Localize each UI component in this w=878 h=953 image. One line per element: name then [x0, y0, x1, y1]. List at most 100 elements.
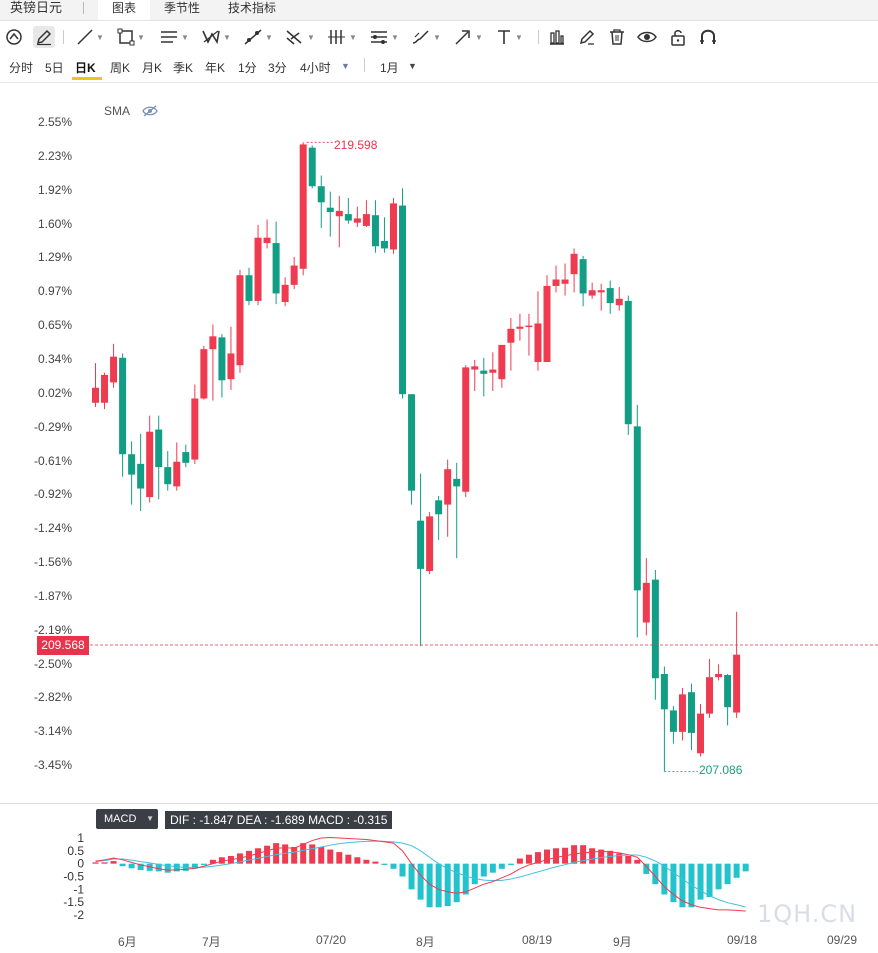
candle — [444, 459, 452, 537]
candle-body — [164, 467, 172, 485]
period-more-dropdown[interactable]: ▼ — [341, 61, 350, 71]
macd-bar — [345, 854, 352, 864]
y-tick-label: -2.19% — [33, 622, 72, 637]
candle — [371, 200, 379, 253]
parallel-channel-icon[interactable]: ▼ — [161, 31, 189, 43]
macd-bar — [516, 858, 523, 864]
range-select[interactable]: 1月 — [380, 61, 399, 75]
macd-bar — [110, 861, 117, 864]
period-quarterly[interactable]: 季K — [173, 61, 194, 75]
macd-bar — [652, 863, 659, 885]
candle-body — [191, 398, 199, 460]
text-icon[interactable]: ▼ — [495, 26, 523, 48]
period-tick[interactable]: 分时 — [9, 61, 34, 75]
candle-body — [706, 677, 714, 714]
candle — [453, 462, 461, 559]
period-bar: 分时 5日 日K 周K 月K 季K 年K 1分 3分 4小时 ▼ 1月 ▼ — [0, 52, 878, 83]
macd-bar — [571, 845, 578, 864]
rectangle-icon[interactable]: ▼ — [117, 26, 145, 48]
macd-selector[interactable]: MACD ▼ — [96, 809, 158, 829]
trash-icon[interactable] — [608, 26, 626, 48]
pencil-icon[interactable] — [33, 26, 55, 48]
range-dropdown-arrow[interactable]: ▼ — [408, 61, 417, 71]
candle-body — [371, 215, 379, 247]
macd-y-tick: 1 — [77, 831, 84, 845]
current-price-tag: 209.568 — [37, 636, 89, 655]
period-daily[interactable]: 日K — [75, 61, 96, 75]
top-tab-bar: 英镑日元 图表 季节性 技术指标 — [0, 0, 878, 21]
candle — [633, 404, 641, 638]
pattern-icon[interactable]: ▼ — [201, 26, 231, 48]
macd-bar — [453, 863, 460, 903]
candle-body — [507, 328, 515, 343]
edit-icon[interactable] — [578, 26, 596, 48]
period-3min[interactable]: 3分 — [268, 61, 287, 75]
candle — [678, 687, 686, 741]
drawing-toolbar: ▼ ▼ ▼ ▼ ▼ ▼ ▼ ▼ ▼ ▼ ▼ — [0, 24, 878, 50]
y-tick-label: -3.14% — [33, 724, 72, 739]
candle-body — [733, 654, 741, 713]
macd-bar — [534, 852, 541, 864]
macd-bar — [525, 854, 532, 864]
period-monthly[interactable]: 月K — [142, 61, 163, 75]
tab-chart[interactable]: 图表 — [98, 0, 151, 20]
candle-body — [110, 356, 118, 383]
hide-eye-icon[interactable] — [142, 105, 158, 117]
candle-body — [534, 323, 542, 363]
candle-body — [561, 279, 569, 284]
macd-values: DIF : -1.847 DEA : -1.689 MACD : -0.315 — [165, 811, 393, 829]
macd-selector-label: MACD — [104, 813, 137, 825]
tab-seasonality[interactable]: 季节性 — [164, 1, 201, 15]
candle — [110, 343, 118, 388]
candle-body — [399, 205, 407, 395]
candle-body — [715, 673, 723, 678]
candle-body — [697, 713, 705, 754]
lock-icon[interactable] — [669, 26, 687, 48]
magnet-icon[interactable] — [5, 26, 23, 48]
macd-bar — [679, 863, 686, 908]
arrow-icon[interactable]: ▼ — [453, 26, 483, 48]
y-tick-label: -0.29% — [33, 419, 72, 434]
chart-settings-icon[interactable] — [548, 26, 566, 48]
candle — [733, 611, 741, 718]
candle — [263, 219, 271, 249]
macd-bar — [480, 863, 487, 877]
magnet-horseshoe-icon[interactable] — [699, 26, 717, 48]
ruler-icon[interactable]: ▼ — [328, 30, 357, 44]
macd-bar — [218, 857, 225, 864]
period-4hour[interactable]: 4小时 — [300, 61, 331, 75]
line-icon[interactable]: ▼ — [76, 26, 104, 48]
macd-y-tick: 0.5 — [67, 844, 84, 858]
candle — [588, 282, 596, 299]
tab-indicators[interactable]: 技术指标 — [228, 1, 277, 15]
candle-body — [453, 478, 461, 487]
candle-body — [335, 210, 343, 217]
candlestick-chart[interactable] — [0, 0, 878, 803]
fib-icon[interactable]: ▼ — [243, 26, 273, 48]
candle — [254, 224, 262, 306]
y-tick-label: -1.87% — [33, 588, 72, 603]
candle — [715, 664, 723, 681]
candle-body — [92, 387, 99, 403]
brush-icon[interactable]: ▼ — [411, 26, 441, 48]
macd-bar — [128, 863, 135, 869]
candle-body — [245, 275, 253, 301]
candle — [227, 326, 235, 390]
period-1min[interactable]: 1分 — [238, 61, 257, 75]
x-label: 7月 — [202, 935, 221, 949]
period-5day[interactable]: 5日 — [45, 61, 64, 75]
candle — [498, 344, 506, 388]
candle — [236, 269, 244, 373]
measure-icon[interactable]: ▼ — [369, 26, 399, 48]
period-yearly[interactable]: 年K — [205, 61, 226, 75]
period-weekly[interactable]: 周K — [110, 61, 131, 75]
sma-legend[interactable]: SMA — [104, 104, 158, 118]
macd-bar — [264, 845, 271, 864]
active-period-indicator — [72, 77, 102, 80]
eye-icon[interactable] — [637, 26, 657, 48]
pitchfork-icon[interactable]: ▼ — [285, 26, 315, 48]
macd-y-tick: -2 — [73, 908, 84, 922]
candle — [344, 198, 352, 224]
currency-pair-title: 英镑日元 — [10, 0, 63, 15]
